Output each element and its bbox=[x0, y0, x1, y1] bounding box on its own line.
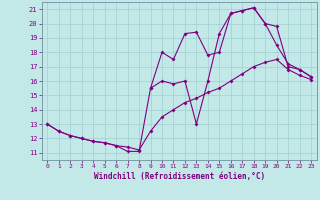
X-axis label: Windchill (Refroidissement éolien,°C): Windchill (Refroidissement éolien,°C) bbox=[94, 172, 265, 181]
